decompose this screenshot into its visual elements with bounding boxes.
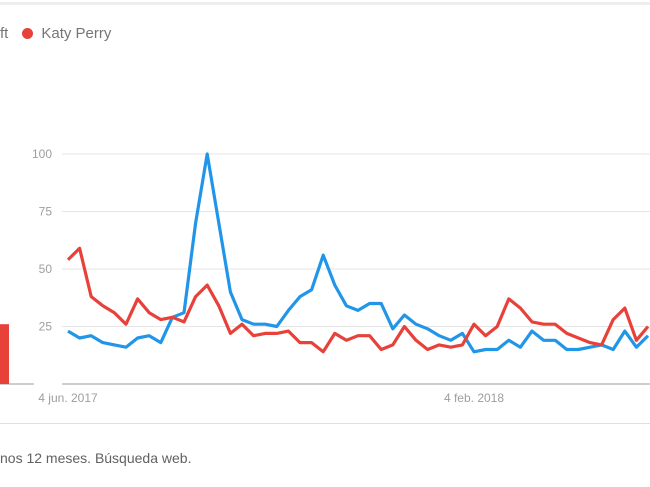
chart-footer-note: nos 12 meses. Búsqueda web. bbox=[0, 450, 192, 466]
chart-legend: ft Katy Perry bbox=[0, 25, 111, 42]
y-tick-label: 25 bbox=[39, 320, 53, 334]
average-bar-katy-perry bbox=[0, 324, 9, 384]
legend-label-katy-perry: Katy Perry bbox=[41, 25, 112, 42]
x-tick-label: 4 feb. 2018 bbox=[444, 391, 504, 405]
top-border bbox=[0, 2, 650, 5]
series-line-katy-perry bbox=[66, 246, 650, 354]
legend-dot-katy-perry bbox=[22, 28, 34, 39]
trend-chart: 25 50 75 100 4 jun. 2017 4 feb. 2018 bbox=[0, 147, 650, 405]
y-tick-label: 75 bbox=[39, 205, 53, 219]
y-tick-label: 50 bbox=[39, 262, 53, 276]
divider bbox=[0, 423, 650, 424]
y-tick-label: 100 bbox=[32, 147, 52, 161]
x-tick-label: 4 jun. 2017 bbox=[38, 391, 98, 405]
legend-label-taylor-swift: ft bbox=[0, 25, 9, 42]
series-line-taylor-swift bbox=[67, 152, 650, 354]
